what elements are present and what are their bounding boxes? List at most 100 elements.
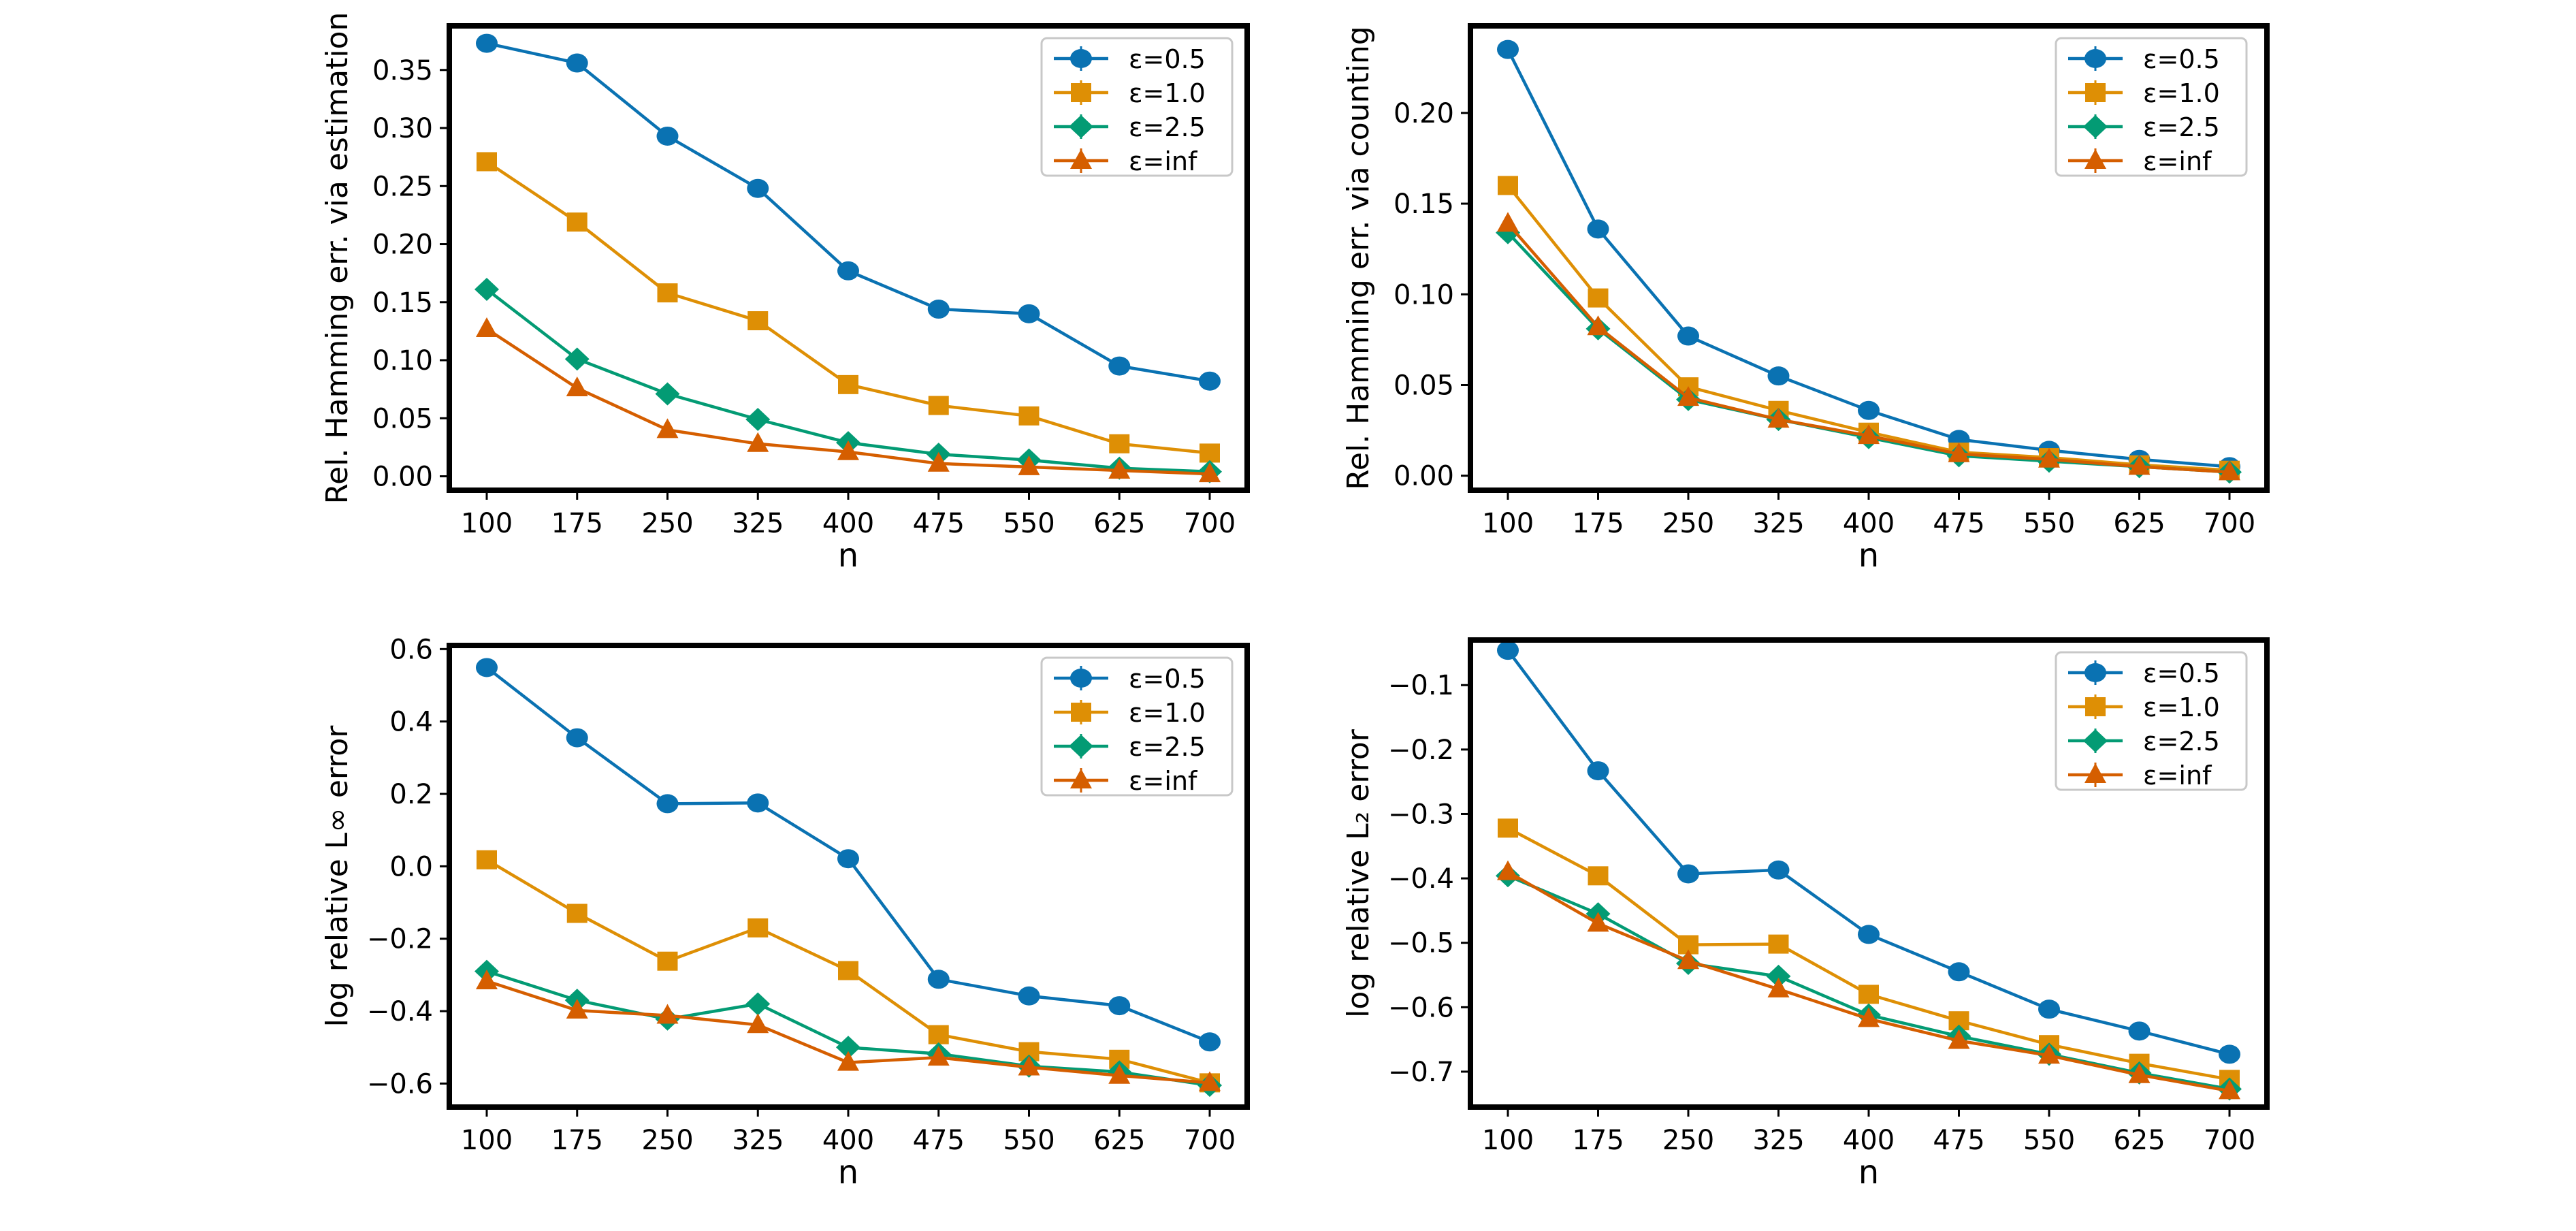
data-point — [1767, 860, 1790, 880]
legend-label: ε=0.5 — [2143, 44, 2220, 74]
x-tick-label: 100 — [461, 508, 513, 539]
data-point — [476, 658, 498, 677]
legend-marker — [1070, 149, 1092, 169]
data-point — [1200, 443, 1220, 463]
legend-marker — [2083, 729, 2108, 752]
plot-frame — [447, 23, 1250, 493]
data-point — [1108, 996, 1131, 1016]
y-tick-label: 0.0 — [389, 851, 433, 882]
x-axis-label: n — [838, 537, 858, 575]
data-point — [927, 300, 950, 319]
x-axis-label: n — [838, 1153, 858, 1192]
data-point — [836, 1036, 860, 1059]
data-point — [747, 178, 769, 198]
data-point — [1199, 371, 1221, 391]
x-tick-label: 550 — [2023, 1125, 2075, 1156]
legend: ε=0.5 ε=1.0 ε=2.5 ε=inf — [2055, 651, 2248, 791]
data-point — [657, 283, 678, 303]
x-tick-label: 325 — [1752, 508, 1804, 539]
data-point — [1497, 860, 1519, 880]
legend-label: ε=2.5 — [2143, 726, 2220, 756]
data-point — [1587, 315, 1609, 336]
data-point — [928, 396, 949, 415]
legend-label: ε=0.5 — [1129, 664, 1206, 694]
x-tick-label: 325 — [732, 508, 784, 539]
legend-marker — [1071, 83, 1091, 102]
legend-box — [1040, 37, 1234, 177]
x-tick-label: 250 — [1662, 1125, 1714, 1156]
data-point — [745, 407, 771, 431]
data-point — [1587, 912, 1609, 932]
data-point — [927, 970, 950, 989]
x-tick-label: 550 — [2023, 508, 2075, 539]
legend-label: ε=1.0 — [1129, 78, 1206, 108]
data-point — [1018, 406, 1040, 426]
plot-frame — [447, 643, 1250, 1110]
legend: ε=0.5 ε=1.0 ε=2.5 ε=inf — [1040, 37, 1234, 177]
legend-marker — [2085, 83, 2106, 102]
legend-marker — [1070, 769, 1092, 788]
y-tick-label: 0.15 — [372, 287, 433, 319]
data-point — [927, 1046, 950, 1066]
legend-box — [1040, 656, 1234, 797]
data-point — [1588, 288, 1609, 308]
data-point — [1858, 424, 1880, 445]
data-point — [837, 440, 859, 460]
legend-label: ε=inf — [1129, 766, 1198, 796]
y-tick-label: 0.25 — [372, 171, 433, 202]
x-tick-label: 400 — [1843, 1125, 1895, 1156]
subplot-4: −0.7 −0.6 −0.5 −0.4 −0.3 −0.2 −0.1 100 175 250 325… — [1341, 637, 2270, 1192]
legend-label: ε=2.5 — [1129, 732, 1206, 762]
data-point — [2219, 460, 2240, 481]
subplot-1: 0.00 0.05 0.10 0.15 0.20 0.25 0.30 0.35 100 175 25… — [320, 12, 1250, 575]
x-tick-label: 175 — [551, 1125, 603, 1156]
data-point — [1948, 1029, 1970, 1049]
data-point — [477, 152, 497, 172]
y-tick-label: 0.05 — [1394, 370, 1454, 401]
x-tick-label: 175 — [1572, 508, 1624, 539]
legend-label: ε=0.5 — [2143, 658, 2220, 688]
data-point — [1587, 219, 1609, 239]
y-tick-label: −0.2 — [1388, 735, 1454, 766]
data-point — [1018, 455, 1040, 475]
legend: ε=0.5 ε=1.0 ε=2.5 ε=inf — [1040, 656, 1234, 797]
data-point — [1767, 366, 1790, 386]
data-point — [1858, 1007, 1880, 1027]
data-point — [2038, 1000, 2060, 1019]
data-point — [1766, 964, 1791, 988]
data-point — [1768, 934, 1789, 954]
data-point — [837, 1051, 859, 1071]
data-point — [566, 212, 587, 232]
x-tick-label: 325 — [732, 1125, 784, 1156]
data-point — [747, 311, 769, 331]
y-tick-label: 0.15 — [1394, 189, 1454, 220]
legend-label: ε=1.0 — [2143, 692, 2220, 722]
y-tick-label: 0.10 — [1394, 279, 1454, 310]
y-tick-label: −0.1 — [1388, 670, 1454, 701]
data-point — [2038, 1044, 2060, 1064]
x-tick-label: 325 — [1752, 1125, 1804, 1156]
legend-marker — [2084, 663, 2106, 682]
plot-frame — [1468, 637, 2270, 1110]
data-point — [1858, 400, 1880, 420]
x-tick-label: 175 — [551, 508, 603, 539]
data-point — [1109, 434, 1130, 453]
y-tick-label: 0.00 — [372, 462, 433, 493]
data-point — [566, 53, 588, 73]
data-point — [1108, 1064, 1131, 1084]
data-point — [1497, 641, 1519, 660]
y-tick-label: −0.6 — [1388, 992, 1454, 1023]
legend-label: ε=1.0 — [2143, 78, 2220, 108]
data-point — [745, 992, 771, 1016]
data-point — [1858, 925, 1880, 944]
data-point — [2128, 1063, 2151, 1083]
data-point — [566, 376, 588, 396]
x-tick-label: 250 — [641, 508, 693, 539]
data-point — [564, 347, 590, 371]
x-tick-label: 475 — [913, 508, 965, 539]
legend-marker — [1071, 703, 1091, 722]
data-point — [1677, 949, 1699, 970]
legend-marker — [2084, 763, 2106, 783]
legend-marker — [2084, 149, 2106, 169]
data-point — [837, 261, 859, 281]
